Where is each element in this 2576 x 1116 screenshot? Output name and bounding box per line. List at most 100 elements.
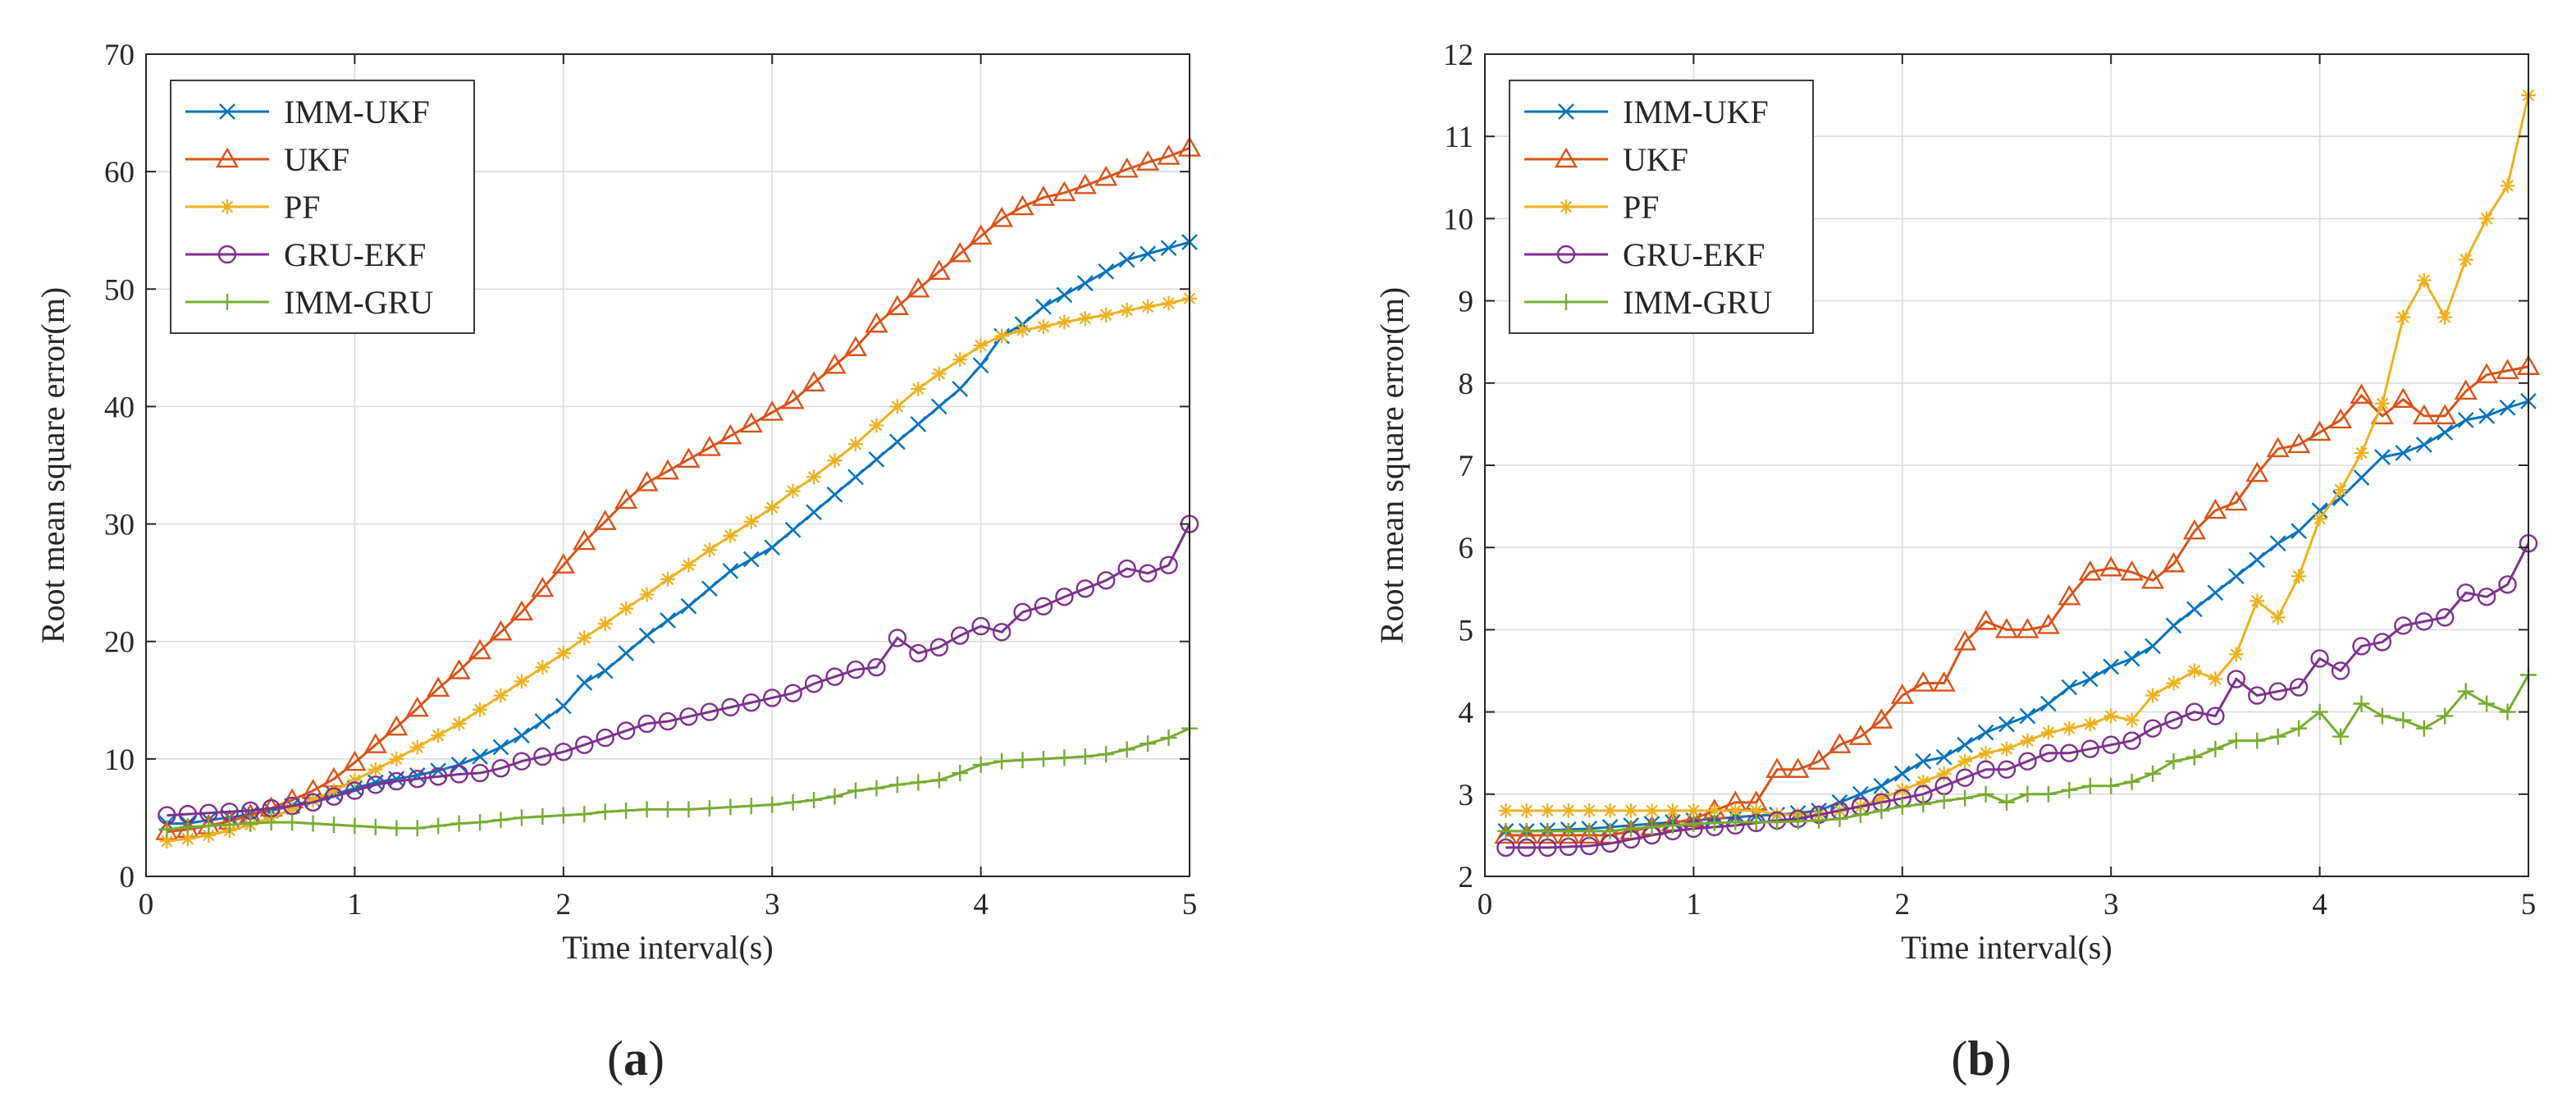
a-point-pf-8: [326, 783, 341, 798]
b-point-gru-ekf-48: [2498, 575, 2517, 594]
b-point-imm-gru-10: [1706, 814, 1723, 831]
a-point-ukf-10: [363, 733, 387, 753]
a-point-imm-gru-32: [826, 788, 843, 805]
b-point-imm-gru-22: [1957, 789, 1974, 807]
b-legend-marker-gru-ekf: [1556, 245, 1576, 264]
a-point-pf-47: [1140, 299, 1156, 314]
a-point-gru-ekf-6: [282, 796, 302, 816]
b-line-gru-ekf: [1505, 542, 2530, 849]
b-point-imm-gru-44: [2415, 720, 2432, 737]
a-xtick-label-4: 4: [973, 888, 989, 922]
b-ytick-label-2: 4: [1459, 697, 1474, 730]
b-point-ukf-41: [2350, 383, 2373, 405]
a-point-ukf-26: [697, 436, 721, 456]
a-point-ukf-21: [593, 510, 617, 530]
a-series-imm-gru: [158, 720, 1198, 838]
a-point-gru-ekf-10: [366, 775, 386, 794]
b-point-imm-gru-16: [1831, 810, 1848, 827]
a-point-gru-ekf-33: [846, 660, 866, 679]
a-point-imm-ukf-43: [1056, 286, 1073, 304]
a-point-imm-gru-39: [972, 757, 989, 774]
b-point-ukf-40: [2328, 408, 2353, 429]
a-point-imm-gru-21: [596, 803, 614, 821]
a-point-pf-39: [973, 337, 989, 353]
a-point-imm-gru-9: [346, 817, 363, 835]
b-ytick-label-4: 6: [1459, 532, 1474, 565]
a-point-imm-gru-31: [806, 791, 823, 808]
a-point-ukf-17: [509, 600, 533, 621]
b-point-imm-gru-30: [2123, 773, 2140, 790]
a-point-imm-gru-13: [430, 817, 447, 835]
a-legend: IMM-UKF UKF PF GRU-EKF IMM-GRU: [170, 80, 475, 334]
b-point-gru-ekf-40: [2331, 661, 2350, 680]
b-point-ukf-2: [1536, 823, 1560, 844]
a-ytick-label-5: 50: [104, 273, 135, 307]
b-point-pf-39: [2312, 511, 2327, 527]
a-point-gru-ekf-8: [324, 787, 344, 806]
b-point-gru-ekf-41: [2352, 637, 2371, 656]
a-point-imm-gru-4: [242, 815, 259, 832]
a-point-imm-ukf-25: [680, 597, 697, 615]
a-point-imm-gru-26: [701, 799, 718, 816]
a-legend-label-ukf: UKF: [284, 141, 349, 178]
a-point-imm-ukf-37: [930, 398, 948, 415]
b-y-axis-label: Root mean square error(m): [1373, 287, 1410, 643]
a-point-pf-7: [305, 792, 321, 807]
b-point-imm-gru-15: [1811, 812, 1828, 829]
a-point-pf-20: [577, 630, 592, 646]
a-point-imm-gru-23: [638, 801, 655, 818]
a-xtick-label-5: 5: [1182, 888, 1198, 922]
a-legend-marker-imm-ukf: [219, 103, 235, 120]
a-point-pf-43: [1057, 314, 1072, 330]
a-ytick-label-2: 20: [104, 626, 135, 660]
a-point-imm-ukf-36: [910, 416, 927, 432]
a-point-imm-gru-35: [888, 776, 906, 794]
a-point-gru-ekf-46: [1117, 559, 1136, 579]
a-point-imm-gru-0: [158, 821, 176, 838]
a-legend-label-gru-ekf: GRU-EKF: [284, 236, 426, 273]
a-point-gru-ekf-43: [1055, 588, 1074, 606]
a-point-imm-gru-24: [660, 801, 676, 818]
b-point-gru-ekf-44: [2414, 612, 2434, 631]
b-point-ukf-37: [2266, 437, 2290, 458]
b-point-ukf-32: [2162, 551, 2185, 573]
b-point-pf-46: [2458, 252, 2473, 268]
a-point-imm-ukf-20: [576, 674, 593, 691]
b-point-gru-ekf-42: [2373, 633, 2392, 652]
a-point-imm-gru-29: [764, 796, 781, 813]
b-xtick-label-4: 4: [2312, 888, 2327, 922]
b-point-imm-gru-19: [1893, 798, 1911, 815]
a-point-ukf-43: [1053, 181, 1076, 202]
a-point-imm-ukf-44: [1076, 275, 1094, 291]
b-point-imm-gru-26: [2039, 785, 2057, 803]
b-point-imm-ukf-47: [2478, 408, 2495, 424]
a-point-imm-ukf-29: [764, 539, 781, 556]
b-point-imm-ukf-46: [2457, 412, 2474, 428]
a-point-pf-48: [1161, 295, 1176, 311]
b-point-ukf-36: [2245, 461, 2269, 483]
a-point-gru-ekf-20: [575, 735, 594, 754]
a-point-imm-gru-16: [492, 812, 509, 829]
b-point-ukf-1: [1514, 823, 1538, 844]
a-point-imm-gru-5: [263, 814, 280, 831]
b-point-imm-gru-5: [1601, 822, 1619, 839]
b-point-gru-ekf-47: [2477, 588, 2496, 606]
b-point-ukf-14: [1786, 757, 1810, 778]
a-point-imm-gru-46: [1118, 741, 1135, 758]
a-point-pf-40: [994, 328, 1010, 344]
b-point-imm-gru-0: [1497, 822, 1514, 839]
a-point-imm-gru-2: [200, 817, 217, 835]
b-point-ukf-34: [2204, 498, 2227, 519]
a-point-ukf-20: [573, 529, 596, 551]
b-point-imm-ukf-44: [2415, 437, 2432, 453]
b-ytick-label-7: 9: [1459, 286, 1474, 319]
b-point-pf-20: [1916, 774, 1931, 789]
a-point-imm-ukf-48: [1160, 240, 1177, 257]
a-point-ukf-48: [1157, 144, 1181, 165]
a-point-ukf-23: [635, 471, 659, 492]
a-point-imm-ukf-24: [660, 612, 676, 629]
b-point-gru-ekf-22: [1955, 768, 1975, 787]
b-point-imm-gru-29: [2103, 777, 2120, 794]
b-point-pf-31: [2145, 688, 2161, 703]
